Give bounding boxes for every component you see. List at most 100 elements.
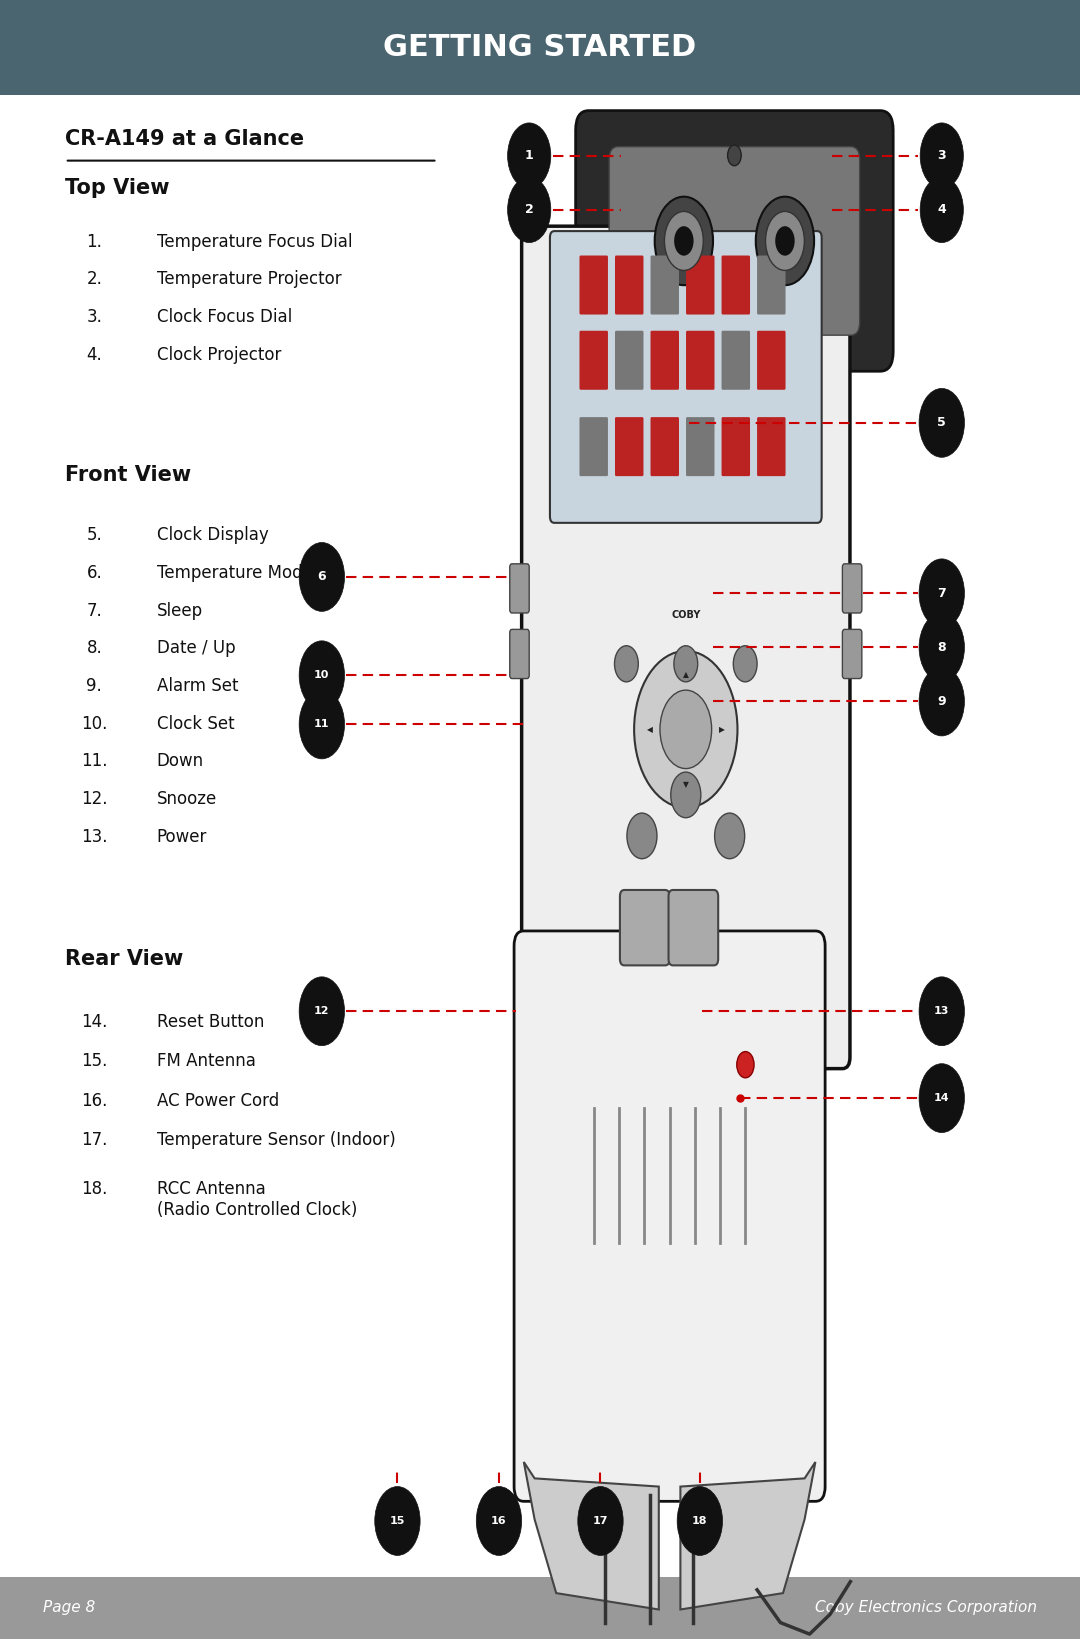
Circle shape xyxy=(299,641,345,710)
Circle shape xyxy=(733,646,757,682)
Text: 2.: 2. xyxy=(86,270,103,288)
Circle shape xyxy=(578,1487,623,1555)
Text: Page 8: Page 8 xyxy=(43,1600,95,1616)
Text: Clock Display: Clock Display xyxy=(157,526,268,544)
Text: Coby Electronics Corporation: Coby Electronics Corporation xyxy=(814,1600,1037,1616)
Text: 7: 7 xyxy=(937,587,946,600)
FancyBboxPatch shape xyxy=(522,226,850,1069)
Text: ▼: ▼ xyxy=(683,780,689,788)
FancyBboxPatch shape xyxy=(650,331,679,390)
Text: 17: 17 xyxy=(593,1516,608,1526)
Text: Alarm Set: Alarm Set xyxy=(157,677,238,695)
Circle shape xyxy=(674,646,698,682)
FancyBboxPatch shape xyxy=(842,564,862,613)
FancyBboxPatch shape xyxy=(721,418,750,477)
Circle shape xyxy=(654,197,713,285)
FancyBboxPatch shape xyxy=(650,418,679,477)
FancyBboxPatch shape xyxy=(713,338,756,380)
Text: Clock Projector: Clock Projector xyxy=(157,346,281,364)
FancyBboxPatch shape xyxy=(615,418,644,477)
Text: COBY: COBY xyxy=(671,610,701,620)
Text: 10.: 10. xyxy=(81,715,107,733)
Text: 15.: 15. xyxy=(81,1052,107,1070)
Circle shape xyxy=(375,1487,420,1555)
FancyBboxPatch shape xyxy=(609,148,860,336)
Text: 13.: 13. xyxy=(81,828,108,846)
Text: 4: 4 xyxy=(937,203,946,216)
Text: 17.: 17. xyxy=(81,1131,107,1149)
Text: 9.: 9. xyxy=(86,677,103,695)
Circle shape xyxy=(660,690,712,769)
Circle shape xyxy=(626,813,657,859)
FancyBboxPatch shape xyxy=(620,890,670,965)
Text: CR-A149 at a Glance: CR-A149 at a Glance xyxy=(65,129,303,149)
Text: 5.: 5. xyxy=(86,526,103,544)
FancyBboxPatch shape xyxy=(580,256,608,315)
Circle shape xyxy=(919,613,964,682)
Text: Clock Set: Clock Set xyxy=(157,715,234,733)
Text: 1: 1 xyxy=(525,149,534,162)
FancyBboxPatch shape xyxy=(669,890,718,965)
Text: Temperature Projector: Temperature Projector xyxy=(157,270,341,288)
Text: Rear View: Rear View xyxy=(65,949,183,969)
FancyBboxPatch shape xyxy=(576,111,893,372)
Circle shape xyxy=(766,211,805,270)
Circle shape xyxy=(919,667,964,736)
Circle shape xyxy=(919,1064,964,1133)
Text: 3.: 3. xyxy=(86,308,103,326)
Text: 12: 12 xyxy=(314,1006,329,1016)
Text: FM Antenna: FM Antenna xyxy=(157,1052,256,1070)
Text: 18: 18 xyxy=(692,1516,707,1526)
Circle shape xyxy=(920,123,963,188)
Text: Date / Up: Date / Up xyxy=(157,639,235,657)
Circle shape xyxy=(715,813,745,859)
FancyBboxPatch shape xyxy=(686,331,715,390)
Text: 15: 15 xyxy=(390,1516,405,1526)
Circle shape xyxy=(920,177,963,243)
Circle shape xyxy=(615,646,638,682)
Circle shape xyxy=(508,123,551,188)
FancyBboxPatch shape xyxy=(510,629,529,679)
Text: 1.: 1. xyxy=(86,233,103,251)
Text: 8: 8 xyxy=(937,641,946,654)
FancyBboxPatch shape xyxy=(842,629,862,679)
FancyBboxPatch shape xyxy=(721,256,750,315)
Polygon shape xyxy=(524,1462,659,1609)
FancyBboxPatch shape xyxy=(615,256,644,315)
Text: 11.: 11. xyxy=(81,752,108,770)
Text: ◀: ◀ xyxy=(647,724,652,734)
Circle shape xyxy=(919,388,964,457)
Text: Front View: Front View xyxy=(65,465,191,485)
Text: 14: 14 xyxy=(934,1093,949,1103)
FancyBboxPatch shape xyxy=(510,564,529,613)
Text: ▲: ▲ xyxy=(683,670,689,679)
Circle shape xyxy=(919,559,964,628)
FancyBboxPatch shape xyxy=(615,331,644,390)
Circle shape xyxy=(919,977,964,1046)
Text: Power: Power xyxy=(157,828,207,846)
Text: 16.: 16. xyxy=(81,1092,107,1110)
Text: 6.: 6. xyxy=(86,564,103,582)
Text: 11: 11 xyxy=(314,720,329,729)
Text: Temperature Mode: Temperature Mode xyxy=(157,564,312,582)
Text: 5: 5 xyxy=(937,416,946,429)
Text: 8.: 8. xyxy=(86,639,103,657)
Text: RCC Antenna
(Radio Controlled Clock): RCC Antenna (Radio Controlled Clock) xyxy=(157,1180,357,1219)
Text: Temperature Focus Dial: Temperature Focus Dial xyxy=(157,233,352,251)
FancyBboxPatch shape xyxy=(550,231,822,523)
Circle shape xyxy=(671,772,701,818)
Text: Top View: Top View xyxy=(65,179,170,198)
Text: 16: 16 xyxy=(491,1516,507,1526)
Text: Down: Down xyxy=(157,752,204,770)
Text: 7.: 7. xyxy=(86,602,103,620)
Circle shape xyxy=(476,1487,522,1555)
Circle shape xyxy=(664,211,703,270)
FancyBboxPatch shape xyxy=(650,256,679,315)
Text: Clock Focus Dial: Clock Focus Dial xyxy=(157,308,292,326)
FancyBboxPatch shape xyxy=(580,331,608,390)
Text: ▶: ▶ xyxy=(719,724,725,734)
FancyBboxPatch shape xyxy=(514,931,825,1501)
FancyBboxPatch shape xyxy=(0,1577,1080,1639)
Text: 10: 10 xyxy=(314,670,329,680)
FancyBboxPatch shape xyxy=(721,331,750,390)
